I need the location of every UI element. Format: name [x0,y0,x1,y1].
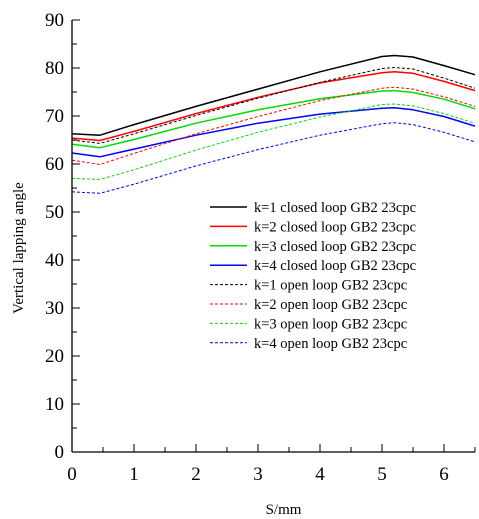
y-tick-label: 0 [55,442,65,463]
legend-item: k=1 open loop GB2 23cpc [210,278,407,294]
series-line-1 [71,54,476,136]
series-line-3 [71,89,476,149]
x-tick-label: 0 [67,464,77,485]
y-tick-label: 10 [45,394,64,415]
x-tick-label: 6 [439,464,449,485]
legend-label: k=4 closed loop GB2 23cpc [254,258,416,274]
y-tick-label: 60 [45,154,64,175]
y-tick-label: 30 [45,298,64,319]
series-line-7 [71,103,476,180]
y-axis-title: Vertical lapping angle [11,182,27,314]
x-tick-label: 3 [253,464,263,485]
series-line-4 [71,107,476,158]
legend-item: k=2 open loop GB2 23cpc [210,297,407,313]
x-axis-title: S/mm [266,502,302,518]
x-tick-label: 4 [315,464,325,485]
y-tick-label: 70 [45,106,64,127]
series-line-8 [71,122,476,194]
legend-item: k=2 closed loop GB2 23cpc [210,219,416,235]
y-tick-label: 20 [45,346,64,367]
legend-item: k=4 closed loop GB2 23cpc [210,258,416,274]
axes: 0 10 20 30 40 50 60 70 80 90 0 1 2 3 4 5 6 [45,10,476,485]
x-tick-label: 2 [191,464,201,485]
legend-label: k=1 closed loop GB2 23cpc [254,200,416,216]
series-line-6 [71,86,476,165]
legend-item: k=3 open loop GB2 23cpc [210,316,407,332]
y-tick-label: 40 [45,250,64,271]
legend-label: k=2 closed loop GB2 23cpc [254,219,416,235]
legend: k=1 closed loop GB2 23cpc k=2 closed loop… [210,200,416,352]
series-line-5 [71,67,476,144]
y-tick-label: 80 [45,58,64,79]
legend-label: k=3 closed loop GB2 23cpc [254,239,416,255]
y-tick-label: 90 [45,10,64,31]
legend-item: k=3 closed loop GB2 23cpc [210,239,416,255]
legend-label: k=2 open loop GB2 23cpc [254,297,407,313]
x-tick-label: 1 [129,464,139,485]
legend-item: k=1 closed loop GB2 23cpc [210,200,416,216]
x-tick-label: 5 [377,464,387,485]
legend-label: k=3 open loop GB2 23cpc [254,316,407,332]
plot-lines [71,54,476,194]
y-tick-label: 50 [45,202,64,223]
legend-label: k=1 open loop GB2 23cpc [254,278,407,294]
legend-item: k=4 open loop GB2 23cpc [210,336,407,352]
legend-label: k=4 open loop GB2 23cpc [254,336,407,352]
